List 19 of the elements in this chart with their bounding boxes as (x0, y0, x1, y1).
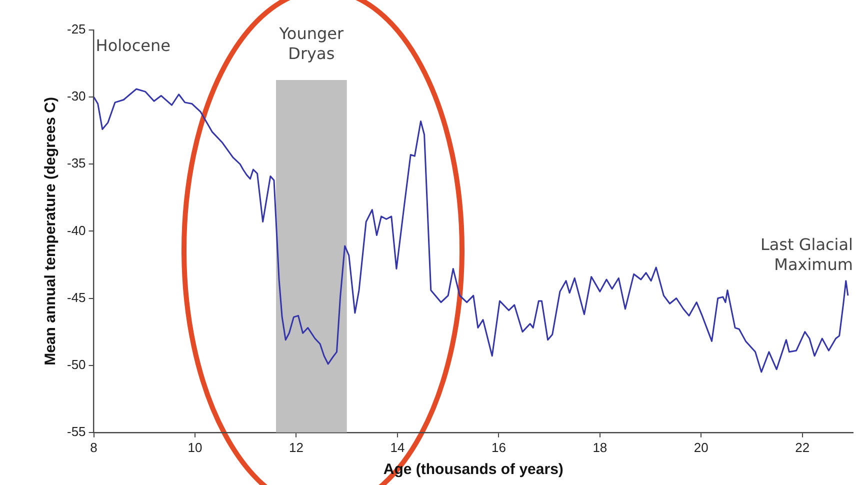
x-tick-label: 16 (491, 440, 506, 455)
y-tick-label: -30 (66, 88, 86, 104)
x-tick-label: 8 (90, 440, 98, 455)
band-label: Younger Dryas (278, 24, 345, 64)
x-tick-label: 22 (795, 440, 810, 455)
y-tick-label: -55 (66, 424, 86, 439)
y-tick-label: -40 (66, 222, 86, 238)
x-tick-label: 12 (289, 440, 304, 455)
y-tick-label: -25 (66, 22, 86, 37)
y-tick-label: -50 (66, 356, 86, 372)
x-tick-label: 20 (694, 440, 708, 455)
x-tick-label: 14 (390, 440, 405, 455)
y-tick-label: -35 (66, 156, 86, 171)
annotation: Last Glacial Maximum (759, 235, 853, 275)
y-tick-label: -45 (66, 290, 86, 305)
x-tick-label: 18 (592, 440, 608, 455)
y-axis-title: Mean annual temperature (degrees C) (42, 96, 60, 366)
annotation: Holocene (96, 36, 172, 56)
x-tick-label: 10 (188, 440, 202, 455)
